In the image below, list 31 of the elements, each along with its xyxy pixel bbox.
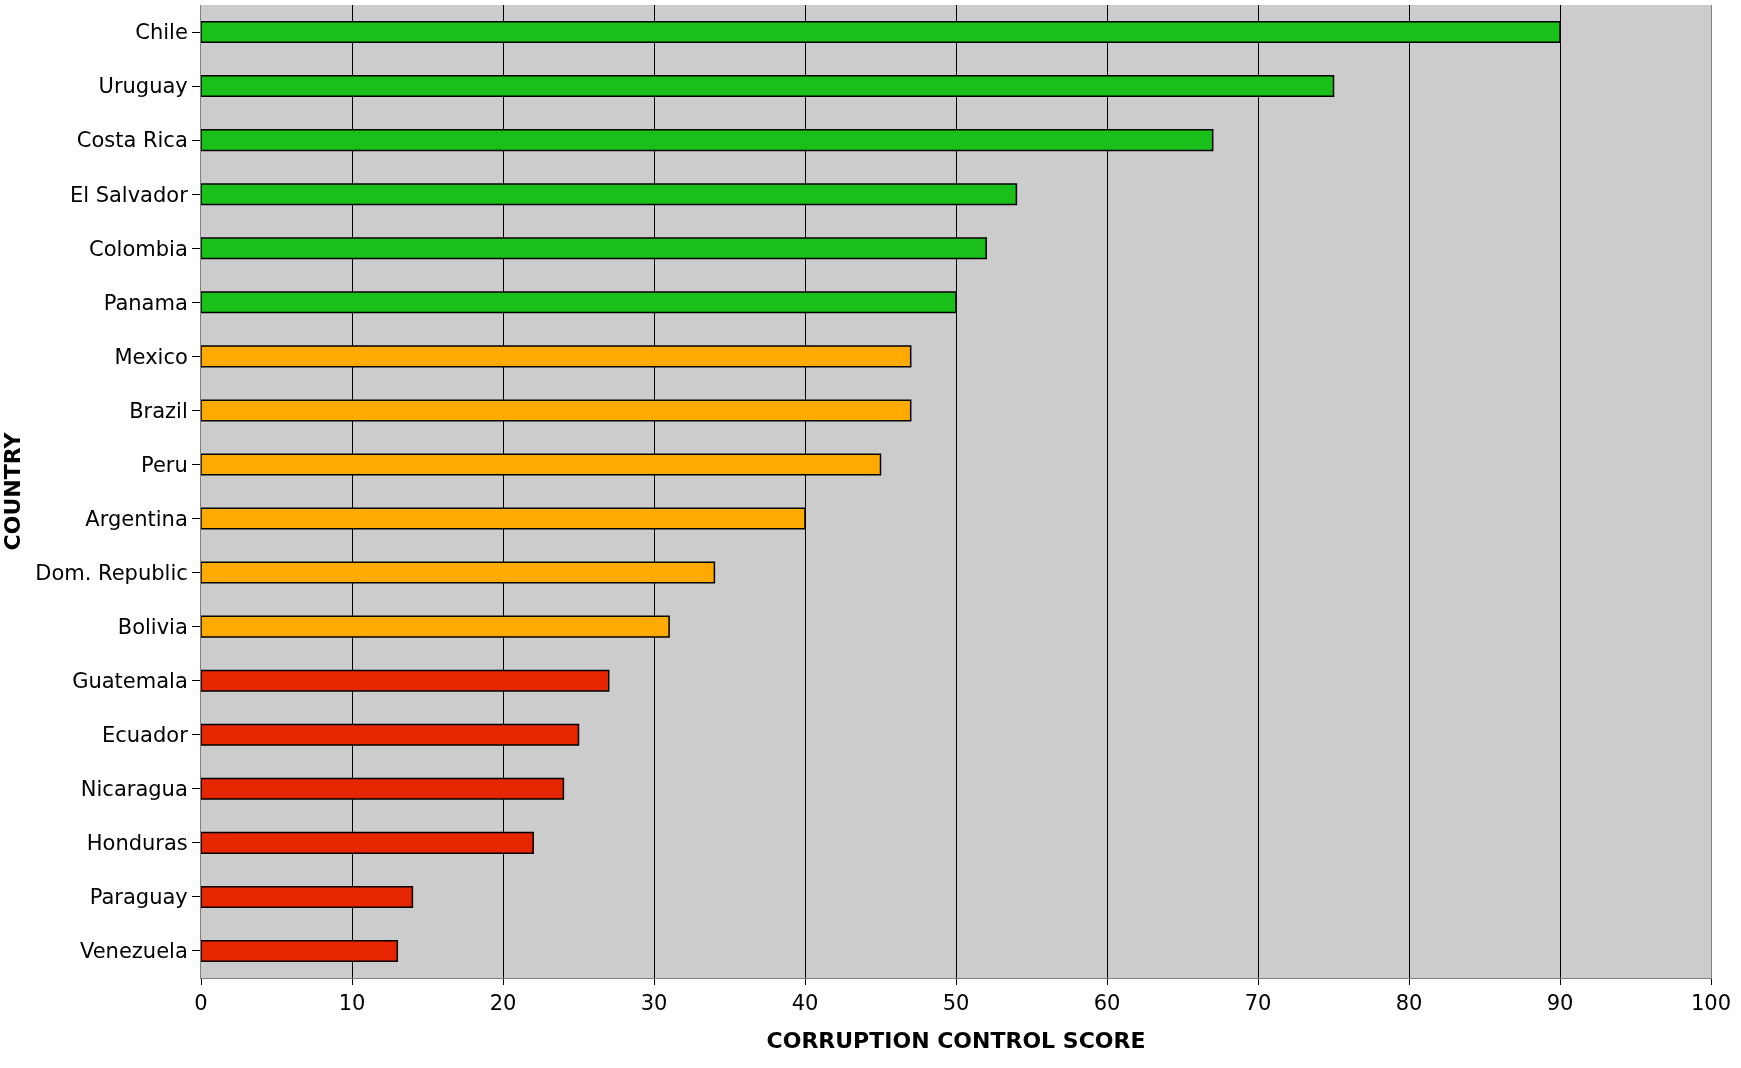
y-tick-label: Argentina (85, 506, 188, 531)
y-tick-label: Paraguay (89, 885, 188, 910)
y-tick-label: El Salvador (69, 182, 189, 207)
y-tick-label: Colombia (89, 236, 188, 261)
y-tick-label: Venezuela (79, 939, 188, 964)
y-tick-label: Bolivia (117, 614, 188, 639)
x-tick-label: 10 (338, 991, 366, 1016)
y-tick-label: Chile (135, 20, 188, 45)
y-tick-label: Ecuador (101, 723, 189, 748)
y-tick-label: Guatemala (72, 669, 188, 694)
y-tick-label: Dom. Republic (35, 560, 188, 585)
y-tick-label: Brazil (129, 398, 188, 423)
x-axis-title: CORRUPTION CONTROL SCORE (766, 1028, 1146, 1054)
y-tick-label: Uruguay (98, 74, 188, 99)
x-tick-label: 100 (1690, 991, 1732, 1016)
y-tick-label: Nicaragua (80, 777, 188, 802)
x-tick-label: 70 (1244, 991, 1272, 1016)
y-tick-label: Honduras (86, 831, 188, 856)
y-tick-label: Mexico (114, 344, 188, 369)
x-tick-label: 30 (640, 991, 668, 1016)
x-tick-label: 90 (1546, 991, 1574, 1016)
y-axis-title: COUNTRY (0, 431, 25, 551)
x-tick-label: 80 (1395, 991, 1423, 1016)
x-tick-label: 50 (942, 991, 970, 1016)
x-tick-label: 60 (1093, 991, 1121, 1016)
y-tick-label: Costa Rica (76, 128, 188, 153)
y-tick-label: Peru (141, 452, 188, 477)
x-tick-label: 20 (489, 991, 517, 1016)
x-tick-label: 40 (791, 991, 819, 1016)
y-tick-label: Panama (103, 290, 188, 315)
x-tick-label: 0 (194, 991, 208, 1016)
